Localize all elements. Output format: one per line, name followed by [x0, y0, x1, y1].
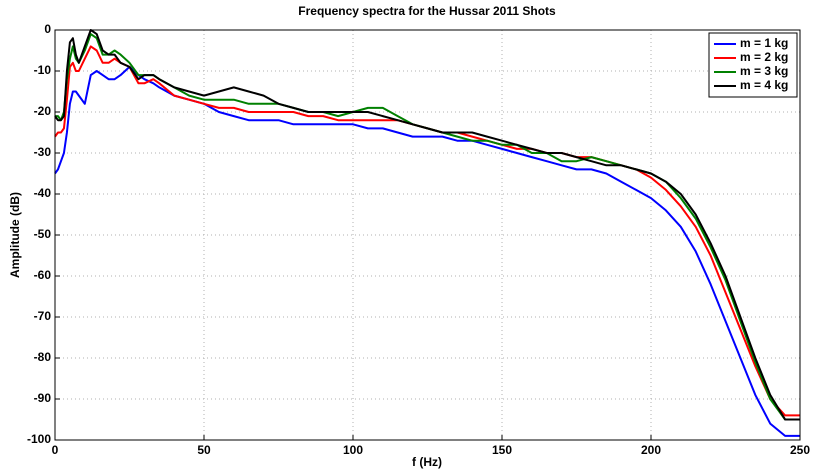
- y-tick-label: -80: [34, 350, 52, 364]
- x-axis-label: f (Hz): [412, 455, 442, 469]
- x-tick-label: 200: [641, 443, 661, 457]
- x-tick-label: 0: [52, 443, 59, 457]
- y-axis-label: Amplitude (dB): [8, 192, 22, 278]
- x-tick-label: 250: [790, 443, 810, 457]
- legend-label: m = 2 kg: [740, 50, 788, 64]
- x-tick-label: 50: [197, 443, 211, 457]
- legend-label: m = 3 kg: [740, 64, 788, 78]
- plot-frame: [54, 29, 801, 441]
- x-tick-label: 100: [343, 443, 363, 457]
- y-tick-label: -10: [34, 63, 52, 77]
- legend-label: m = 1 kg: [740, 36, 788, 50]
- legend-label: m = 4 kg: [740, 78, 788, 92]
- y-tick-label: -20: [34, 104, 52, 118]
- y-tick-label: 0: [44, 22, 51, 36]
- x-tick-label: 150: [492, 443, 512, 457]
- y-tick-label: -60: [34, 268, 52, 282]
- y-tick-label: -40: [34, 186, 52, 200]
- y-tick-label: -90: [34, 391, 52, 405]
- y-tick-label: -50: [34, 227, 52, 241]
- chart-title: Frequency spectra for the Hussar 2011 Sh…: [298, 4, 556, 18]
- y-tick-label: -70: [34, 309, 52, 323]
- series-line: [54, 29, 800, 421]
- series-line: [54, 45, 800, 417]
- y-tick-label: -100: [27, 432, 51, 446]
- series-line: [54, 65, 800, 437]
- y-tick-label: -30: [34, 145, 52, 159]
